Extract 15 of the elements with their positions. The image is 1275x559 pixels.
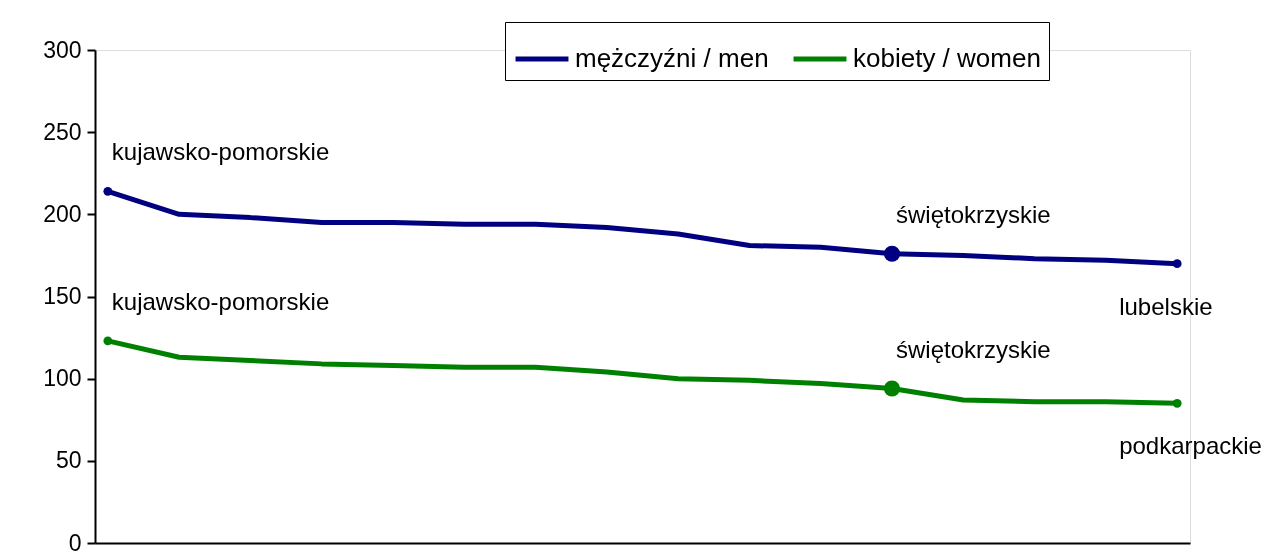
y-tick-label: 150 xyxy=(43,283,82,309)
y-tick-label: 300 xyxy=(43,36,82,63)
annotation: kujawsko-pomorskie xyxy=(111,138,330,166)
annotation: świętokrzyskie xyxy=(896,335,1051,363)
annotation: kujawsko-pomorskie xyxy=(111,287,330,315)
y-tick-label: 0 xyxy=(68,529,82,556)
y-tick-label: 200 xyxy=(43,200,82,227)
annotation: lubelskie xyxy=(1119,292,1213,320)
y-tick-label: 100 xyxy=(43,365,82,392)
annotation: świętokrzyskie xyxy=(896,200,1051,228)
annotation: podkarpackie xyxy=(1119,432,1262,460)
legend-label: kobiety / women xyxy=(853,43,1041,73)
legend-label: mężczyźni / men xyxy=(575,43,769,73)
y-tick-label: 250 xyxy=(43,118,82,145)
y-tick-label: 50 xyxy=(55,447,82,474)
